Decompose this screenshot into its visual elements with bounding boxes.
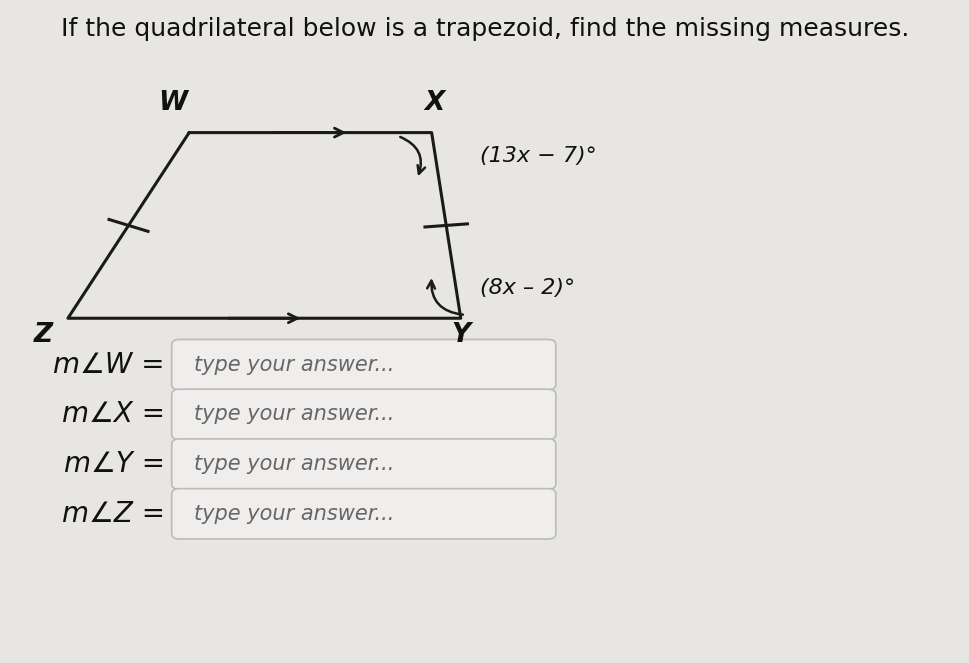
Text: m∠Y =: m∠Y = (64, 450, 165, 478)
Text: X: X (423, 90, 445, 116)
FancyBboxPatch shape (172, 489, 555, 539)
Text: Z: Z (34, 322, 53, 348)
Text: Y: Y (451, 322, 470, 348)
Text: type your answer...: type your answer... (194, 355, 394, 375)
Text: If the quadrilateral below is a trapezoid, find the missing measures.: If the quadrilateral below is a trapezoi… (61, 17, 908, 40)
Text: m∠W =: m∠W = (53, 351, 165, 379)
Text: type your answer...: type your answer... (194, 504, 394, 524)
FancyBboxPatch shape (172, 389, 555, 440)
Text: (13x − 7)°: (13x − 7)° (480, 146, 596, 166)
Text: W: W (158, 90, 187, 116)
Text: (8x – 2)°: (8x – 2)° (480, 278, 575, 298)
Text: m∠X =: m∠X = (62, 400, 165, 428)
FancyBboxPatch shape (172, 439, 555, 489)
Text: type your answer...: type your answer... (194, 454, 394, 474)
FancyBboxPatch shape (172, 339, 555, 390)
Text: m∠Z =: m∠Z = (62, 500, 165, 528)
Text: type your answer...: type your answer... (194, 404, 394, 424)
